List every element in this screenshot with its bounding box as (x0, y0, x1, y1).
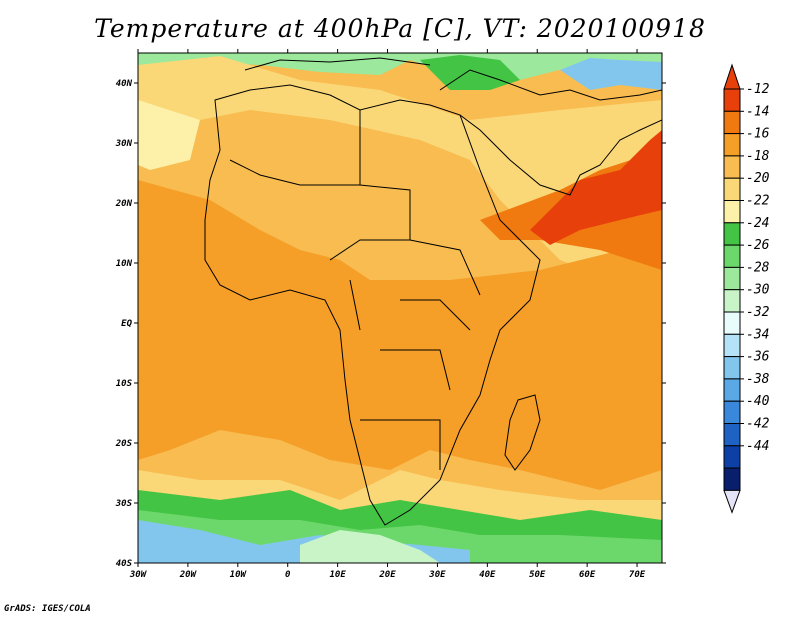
colorbar-segment (723, 88, 741, 112)
colorbar-label: -24 (746, 216, 769, 231)
colorbar-segment (723, 289, 741, 313)
y-tick-label: 20N (115, 199, 133, 209)
colorbar-label: -16 (746, 127, 770, 142)
colorbar-segment (723, 222, 741, 246)
colorbar-segment (723, 400, 741, 425)
colorbar-label: -22 (746, 194, 770, 209)
colorbar-segment (723, 356, 741, 380)
colorbar-segment (723, 467, 741, 491)
x-tick-label: 10W (230, 570, 248, 580)
colorbar-label: -42 (746, 417, 770, 432)
colorbar-label: -12 (746, 82, 770, 97)
y-tick-label: 40N (116, 79, 133, 89)
colorbar-segment (723, 133, 741, 157)
colorbar-label: -32 (746, 305, 770, 320)
colorbar-segment (723, 266, 741, 291)
x-tick-label: 20W (179, 570, 198, 580)
colorbar-label: -38 (746, 372, 770, 387)
x-tick-label: 40E (479, 570, 496, 580)
temperature-field (138, 53, 662, 563)
coastlines (204, 57, 662, 526)
x-tick-label: 30E (428, 570, 446, 580)
colorbar-label: -20 (746, 171, 770, 186)
colorbar-bottom-arrow (723, 489, 741, 514)
y-tick-label: 20S (115, 439, 133, 449)
colorbar-label: -40 (746, 394, 770, 409)
colorbar-segment (723, 177, 741, 201)
colorbar-segment (723, 244, 741, 268)
x-tick-label: 50E (529, 570, 546, 580)
y-tick-label: 30S (115, 499, 133, 509)
x-tick-label: 70E (629, 570, 646, 580)
y-tick-label: EQ (121, 319, 132, 329)
colorbar-label: -44 (746, 439, 769, 454)
y-tick-label: 30N (115, 139, 133, 149)
colorbar-label: -30 (746, 283, 770, 298)
colorbar-label: -28 (746, 260, 770, 275)
x-tick-label: 60E (579, 570, 596, 580)
colorbar-label: -36 (746, 350, 770, 365)
colorbar-segment (723, 423, 741, 447)
x-tick-label: 20E (378, 570, 396, 580)
x-tick-label: 10E (329, 570, 346, 580)
colorbar-segment (723, 311, 741, 335)
x-tick-label: 30W (129, 570, 148, 580)
x-tick-label: 0 (285, 570, 291, 580)
colorbar-segment (723, 110, 741, 135)
map-title: Temperature at 400hPa [C], VT: 202010091… (94, 14, 706, 43)
colorbar-segment (723, 333, 741, 358)
colorbar-label: -34 (746, 327, 769, 342)
colorbar-segment (723, 155, 741, 179)
y-tick-label: 10N (116, 259, 133, 269)
map-frame (137, 52, 663, 564)
y-tick-label: 10S (116, 379, 133, 389)
colorbar-label: -18 (746, 149, 770, 164)
credit-label: GrADS: IGES/COLA (4, 604, 91, 614)
colorbar-segment (723, 378, 741, 402)
colorbar-label: -26 (746, 238, 770, 253)
colorbar-segment (723, 200, 741, 224)
colorbar-top-arrow (723, 63, 741, 90)
y-tick-label: 40S (116, 559, 133, 569)
colorbar-label: -14 (746, 104, 769, 119)
colorbar-segment (723, 445, 741, 469)
